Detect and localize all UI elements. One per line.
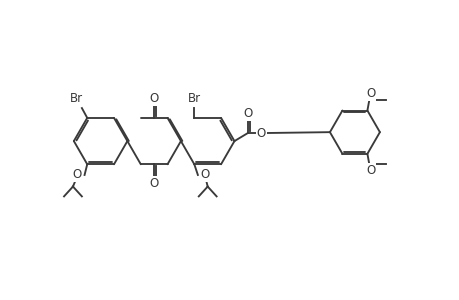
Text: Br: Br — [70, 92, 83, 105]
Text: O: O — [73, 169, 82, 182]
Text: O: O — [149, 177, 158, 190]
Text: O: O — [243, 107, 252, 120]
Text: O: O — [256, 127, 265, 140]
Text: O: O — [149, 92, 158, 105]
Text: Br: Br — [187, 92, 201, 105]
Text: O: O — [200, 169, 209, 182]
Text: O: O — [365, 87, 375, 100]
Text: O: O — [365, 164, 375, 177]
